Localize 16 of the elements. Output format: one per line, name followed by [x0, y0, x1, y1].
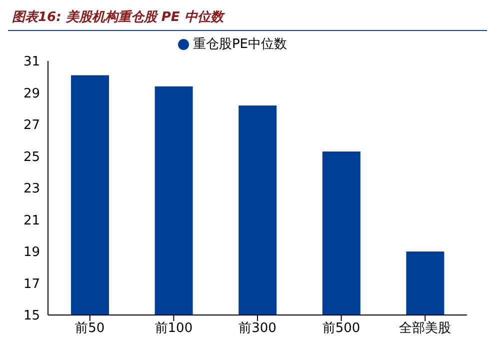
chart-title: 图表16: 美股机构重仓股 PE 中位数: [8, 8, 487, 31]
y-tick-label: 21: [23, 213, 40, 228]
x-tick-label: 全部美股: [399, 320, 452, 336]
y-tick-label: 27: [23, 118, 40, 134]
y-tick-label: 15: [23, 308, 40, 324]
y-tick-label: 29: [23, 86, 40, 102]
x-tick-label: 前50: [75, 321, 105, 336]
legend-label: 重仓股PE中位数: [192, 37, 288, 52]
y-tick-label: 31: [23, 54, 40, 70]
x-tick-label: 前500: [322, 321, 360, 336]
y-tick-label: 23: [23, 182, 40, 197]
x-tick-label: 前300: [238, 321, 276, 336]
y-tick-label: 25: [23, 150, 40, 165]
x-tick-label: 前100: [154, 321, 193, 336]
y-tick-label: 19: [23, 245, 40, 260]
y-tick-label: 17: [23, 276, 40, 292]
